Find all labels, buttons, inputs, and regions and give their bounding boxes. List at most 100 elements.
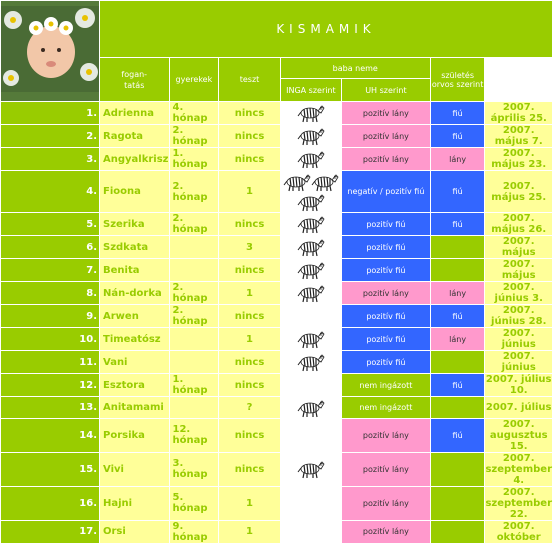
- conception-month: 1. hónap: [169, 148, 219, 170]
- conception-month: 2. hónap: [169, 125, 219, 147]
- uh-result: lány: [430, 328, 485, 350]
- zebra-icon: [297, 103, 325, 123]
- row-number: 1.: [1, 102, 99, 124]
- inga-result: pozitív fiú: [342, 259, 430, 281]
- conception-month: [169, 236, 219, 258]
- birth-date: 2007. szeptember 22.: [485, 486, 553, 520]
- birth-date: 2007. szeptember 4.: [485, 452, 553, 486]
- member-name: Benita: [100, 259, 169, 281]
- conception-month: 2. hónap: [169, 305, 219, 327]
- table-row: 5. Szerika 2. hónap nincs pozitív fiú fiú 2007…: [1, 213, 552, 235]
- uh-result: [430, 520, 485, 543]
- inga-result: nem ingázott: [342, 397, 430, 418]
- uh-result: [430, 236, 485, 258]
- col-header-uh: UH szerint: [342, 79, 430, 101]
- member-name: Porsika: [100, 418, 169, 452]
- inga-result: pozitív lány: [342, 486, 430, 520]
- birth-date: 2007. augusztus 15.: [485, 418, 552, 452]
- children-count: nincs: [219, 125, 280, 147]
- children-count: 1: [219, 520, 280, 543]
- member-name: Szerika: [100, 213, 169, 235]
- test-cell: [280, 328, 342, 350]
- row-number: 7.: [1, 259, 99, 281]
- zebra-icon: [297, 397, 325, 417]
- table-row: 17. Orsi 9. hónap 1 pozitív lány 2007. októbe…: [1, 520, 552, 543]
- conception-month: [169, 397, 219, 418]
- row-number: 14.: [1, 418, 99, 452]
- conception-month: 5. hónap: [169, 486, 219, 520]
- conception-month: [169, 328, 219, 350]
- children-count: nincs: [219, 102, 280, 124]
- member-name: Hajni: [100, 486, 169, 520]
- uh-result: fiú: [430, 125, 485, 147]
- inga-result: pozitív fiú: [342, 328, 430, 350]
- children-count: 1: [219, 486, 280, 520]
- table-row: 8. Nán-dorka 2. hónap 1 pozitív lány lány 2007…: [1, 282, 552, 304]
- member-name: Ragota: [100, 125, 169, 147]
- zebra-icon: [311, 171, 339, 191]
- test-cell: [280, 125, 342, 147]
- birth-date: 2007. június 3.: [485, 282, 552, 304]
- table-row: 7. Benita nincs pozitív fiú 2007. május: [1, 259, 552, 281]
- conception-month: 2. hónap: [169, 213, 219, 235]
- uh-result: fiú: [430, 213, 485, 235]
- inga-result: pozitív lány: [342, 148, 430, 170]
- row-number: 2.: [1, 125, 99, 147]
- children-count: 1: [219, 328, 280, 350]
- col-header-gyerekek: gyerekek: [169, 58, 219, 101]
- birth-date: 2007. július: [485, 397, 552, 418]
- table-row: 10. Timeatósz 1 pozitív fiú lány 2007. június: [1, 328, 552, 350]
- row-number: 11.: [1, 351, 99, 373]
- table-row: 3. Angyalkrisz 1. hónap nincs pozitív lány lá…: [1, 148, 552, 170]
- table-row: 13. Anitamami? nem ingázott 2007. július: [1, 397, 552, 418]
- zebra-icon: [297, 149, 325, 169]
- member-name: Vivi: [100, 452, 169, 486]
- children-count: nincs: [219, 374, 280, 396]
- birth-date: 2007. május: [485, 259, 552, 281]
- birth-date: 2007. június: [485, 351, 552, 373]
- birth-date: 2007. június: [485, 328, 552, 350]
- baby-photo: [1, 1, 99, 101]
- member-name: Orsi: [100, 520, 169, 543]
- test-cell: [280, 282, 342, 304]
- table-row: 12. Esztora 1. hónap nincs nem ingázott fiú 20…: [1, 374, 552, 396]
- uh-result: fiú: [430, 305, 485, 327]
- test-cell: [280, 236, 342, 258]
- inga-result: negatív / pozitív fiú: [342, 171, 430, 212]
- row-number: 6.: [1, 236, 99, 258]
- uh-result: fiú: [430, 418, 485, 452]
- test-cell: [280, 374, 342, 396]
- inga-result: pozitív lány: [342, 282, 430, 304]
- row-number: 16.: [1, 486, 99, 520]
- children-count: 1: [219, 171, 280, 212]
- uh-result: [430, 397, 485, 418]
- uh-result: fiú: [430, 102, 485, 124]
- inga-result: pozitív fiú: [342, 351, 430, 373]
- children-count: nincs: [219, 305, 280, 327]
- children-count: nincs: [219, 259, 280, 281]
- uh-result: fiú: [430, 374, 485, 396]
- col-header-baba-neme: baba neme: [280, 58, 430, 78]
- test-cell: [280, 102, 342, 124]
- table-row: 4. Fioona 2. hónap 1 negatív / pozitív fiú fi…: [1, 171, 552, 212]
- member-name: Arwen: [100, 305, 169, 327]
- conception-month: 2. hónap: [169, 171, 219, 212]
- children-count: 1: [219, 282, 280, 304]
- conception-month: 1. hónap: [169, 374, 219, 396]
- row-number: 10.: [1, 328, 99, 350]
- zebra-icon: [297, 214, 325, 234]
- birth-date: 2007. április 25.: [485, 102, 552, 124]
- conception-month: [169, 259, 219, 281]
- birth-date: 2007. július 10.: [485, 374, 552, 396]
- zebra-icon: [297, 352, 325, 372]
- member-name: Angyalkrisz: [100, 148, 169, 170]
- member-name: Esztora: [100, 374, 169, 396]
- conception-month: 9. hónap: [169, 520, 219, 543]
- conception-month: [169, 351, 219, 373]
- test-cell: [280, 418, 342, 452]
- conception-month: 3. hónap: [169, 452, 219, 486]
- row-number: 5.: [1, 213, 99, 235]
- col-header-inga: INGA szerint: [280, 79, 342, 101]
- table-row: 16. Hajni 5. hónap 1 pozitív lány 2007. szept…: [1, 486, 553, 520]
